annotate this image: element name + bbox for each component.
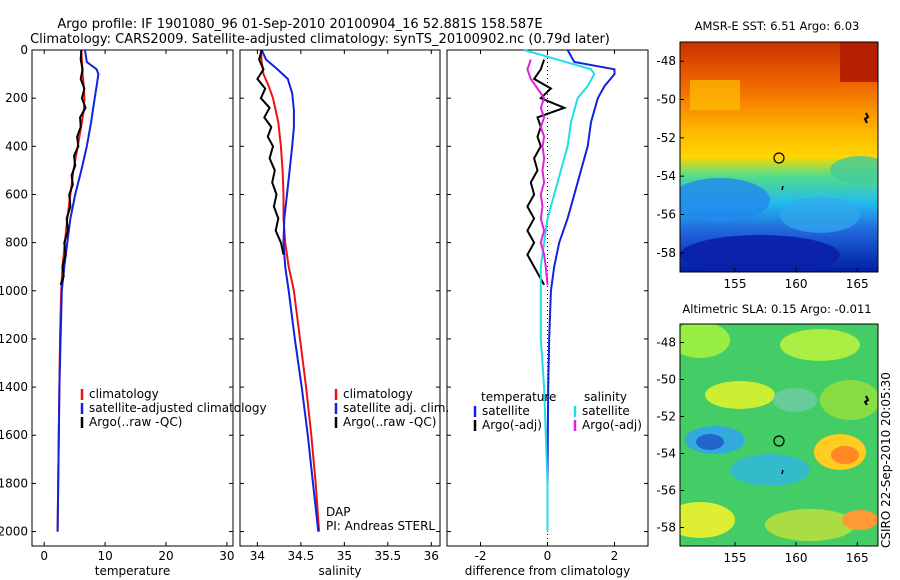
difference-series-line [526,59,549,285]
sst-map-y-tick-label: -52 [656,131,676,145]
diff-legend-header-salinity: salinity [584,390,627,404]
temperature-legend-label: climatology [89,387,159,401]
float-trajectory [781,185,784,191]
sst-map-y-tick-label: -50 [656,93,676,107]
sla-map-x-tick-label: 165 [846,551,869,565]
sla-map-x-tick-label: 155 [724,551,747,565]
salinity-legend-label: climatology [343,387,413,401]
difference-series-line [523,49,596,532]
sla-map-x-tick-label: 160 [785,551,808,565]
temperature-series-line [59,49,87,286]
depth-tick-label: 0 [20,43,28,57]
sla-map-y-tick-label: -58 [656,521,676,535]
diff-legend-label: Argo(-adj) [482,418,542,432]
sla-map-y-tick-label: -54 [656,447,676,461]
depth-tick-label: 1400 [0,380,28,394]
salinity-legend-label: Argo(..raw -QC) [343,415,436,429]
sla-map-frame [679,323,879,547]
depth-tick-label: 200 [5,91,28,105]
diff-legend-label: satellite [582,404,630,418]
temperature-x-axis-label: temperature [95,564,170,578]
temperature-x-tick-label: 20 [158,549,173,563]
temperature-legend-label: satellite-adjusted climatology [89,401,267,415]
salinity-legend-label: satellite adj. clim. [343,401,449,415]
salinity-axes-frame [239,49,441,547]
salinity-series-line [260,49,320,532]
float-trajectory [863,112,870,124]
argo-position-marker [773,152,785,164]
salinity-x-tick-label: 36 [424,549,439,563]
float-trajectory [781,469,784,475]
argo-position-marker [773,435,785,447]
sst-map-y-tick-label: -54 [656,169,676,183]
diff-legend-label: satellite [482,404,530,418]
depth-tick-label: 600 [5,187,28,201]
figure-title-line2: Climatology: CARS2009. Satellite-adjuste… [30,32,610,47]
diff-legend-header-temperature: temperature [481,390,556,404]
difference-series-line [546,49,616,532]
temperature-legend-label: Argo(..raw -QC) [89,415,182,429]
salinity-series-line [259,49,321,532]
sst-map-x-tick-label: 155 [724,277,747,291]
diff-legend-label: Argo(-adj) [582,418,642,432]
depth-tick-label: 800 [5,236,28,250]
dap-label: DAP [326,505,350,519]
float-trajectory [863,395,870,406]
temperature-x-tick-label: 30 [219,549,234,563]
salinity-panel: 34 34.5 35 35.5 36 salinity climatologysatelli… [239,49,449,578]
sla-map: Altimetric SLA: 0.15 Argo: -0.011 155 160… [656,302,879,565]
temperature-x-tick-label: 0 [40,549,48,563]
sst-map-x-tick-label: 165 [846,277,869,291]
temperature-axes-frame [31,49,234,547]
salinity-series-line [256,49,285,255]
timestamp-label: CSIRO 22-Sep-2010 20:05:30 [879,372,893,548]
sst-map-y-tick-label: -58 [656,246,676,260]
difference-x-tick-label: 0 [544,549,552,563]
sst-map-y-tick-label: -48 [656,54,676,68]
depth-tick-label: 1000 [0,284,28,298]
sla-map-y-tick-label: -52 [656,410,676,424]
difference-x-tick-label: 2 [611,549,619,563]
figure-title-line1: Argo profile: IF 1901080_96 01-Sep-2010 … [57,17,542,32]
difference-series-line [526,59,568,286]
depth-tick-label: 1800 [0,476,28,490]
salinity-x-tick-label: 35 [337,549,352,563]
sst-map: AMSR-E SST: 6.51 Argo: 6.03 155 160 165 -48… [656,19,879,291]
sst-map-y-tick-label: -56 [656,208,676,222]
sst-map-x-tick-label: 160 [785,277,808,291]
sla-map-title: Altimetric SLA: 0.15 Argo: -0.011 [682,302,871,316]
depth-tick-label: 400 [5,139,28,153]
depth-tick-label: 1600 [0,428,28,442]
sla-map-y-tick-label: -56 [656,484,676,498]
pi-label: PI: Andreas STERL [326,519,435,533]
sst-map-title: AMSR-E SST: 6.51 Argo: 6.03 [695,19,860,33]
temperature-series-line [56,49,100,532]
sst-patches [680,42,878,272]
sla-map-y-tick-label: -50 [656,373,676,387]
salinity-x-tick-label: 34.5 [288,549,315,563]
sla-patches [680,324,878,541]
temperature-panel: 0 10 20 30 temperature 0 200 400 600 800 1000 1200 1… [0,43,267,578]
temperature-x-tick-label: 10 [97,549,112,563]
difference-x-axis-label: difference from climatology [465,564,631,578]
depth-tick-label: 1200 [0,332,28,346]
depth-tick-label: 2000 [0,525,28,539]
sla-map-y-tick-label: -48 [656,336,676,350]
salinity-x-axis-label: salinity [318,564,361,578]
sst-map-frame [679,41,879,273]
difference-x-tick-label: -2 [475,549,487,563]
salinity-x-tick-label: 34 [250,549,265,563]
salinity-x-tick-label: 35.5 [374,549,401,563]
